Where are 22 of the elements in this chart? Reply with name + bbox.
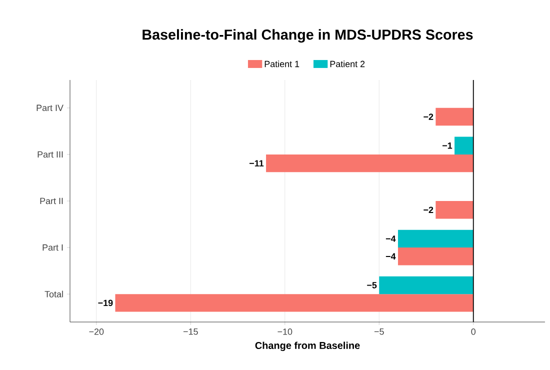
data-label: −2 bbox=[424, 206, 434, 213]
x-tick-label: −15 bbox=[183, 328, 198, 335]
y-tick-label: Part IV bbox=[36, 104, 64, 112]
x-axis-title: Change from Baseline bbox=[255, 342, 360, 352]
data-label: −4 bbox=[386, 253, 396, 260]
x-tick-label: 0 bbox=[471, 328, 476, 335]
data-label: −2 bbox=[424, 114, 434, 120]
y-tick-label: Total bbox=[44, 290, 63, 298]
legend-label: Patient 2 bbox=[330, 60, 365, 68]
data-label: −5 bbox=[367, 282, 377, 288]
legend-label: Patient 1 bbox=[264, 60, 300, 68]
data-label: −19 bbox=[98, 300, 113, 306]
chart-title: Baseline-to-Final Change in MDS-UPDRS Scores bbox=[142, 29, 473, 43]
data-label: −4 bbox=[386, 236, 396, 242]
y-tick-label: Part I bbox=[42, 244, 63, 251]
data-label: −1 bbox=[442, 142, 452, 149]
x-tick-label: −20 bbox=[89, 328, 104, 335]
y-tick-label: Part III bbox=[38, 151, 63, 158]
y-tick-label: Part II bbox=[40, 198, 63, 204]
x-tick-label: −5 bbox=[374, 328, 384, 335]
data-label: −11 bbox=[250, 160, 264, 166]
x-tick-label: −10 bbox=[278, 328, 292, 335]
